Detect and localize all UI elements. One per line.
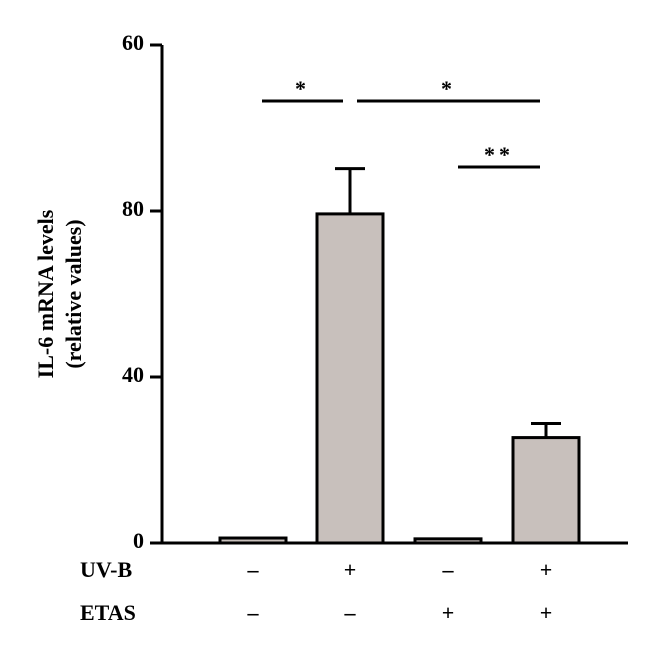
significance-label: ** [484, 142, 514, 167]
treatment-sign: – [247, 600, 260, 625]
treatment-sign: – [344, 600, 357, 625]
treatment-sign: + [540, 600, 553, 625]
treatment-sign: + [540, 557, 553, 582]
y-tick-label: 80 [122, 196, 144, 221]
treatment-sign: + [344, 557, 357, 582]
bar [511, 436, 581, 545]
y-axis-title: IL-6 mRNA levels (relative values) [33, 209, 86, 378]
treatment-sign: – [247, 557, 260, 582]
bar [413, 537, 483, 545]
significance-label: * [295, 76, 310, 101]
y-tick-label: 0 [133, 528, 144, 553]
y-axis-title-line: (relative values) [61, 219, 86, 368]
treatment-name: ETAS [80, 600, 136, 625]
y-tick-label: 60 [122, 30, 144, 55]
y-axis-title-line: IL-6 mRNA levels [33, 209, 58, 378]
bar [315, 212, 385, 545]
treatment-sign: – [442, 557, 455, 582]
treatment-name: UV-B [80, 557, 132, 582]
significance-label: * [441, 76, 456, 101]
y-tick-label: 40 [122, 362, 144, 387]
bar [218, 536, 288, 545]
treatment-sign: + [442, 600, 455, 625]
